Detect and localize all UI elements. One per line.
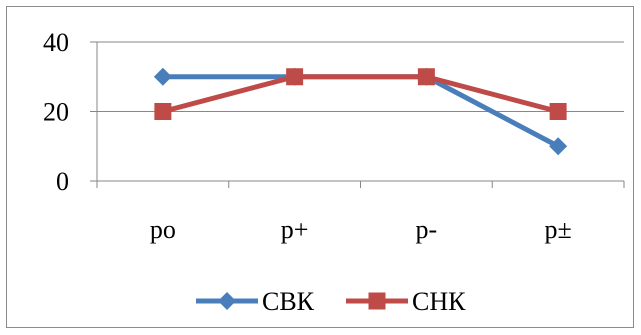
gridlines [97, 41, 624, 112]
x-tick-label: p+ [281, 215, 309, 244]
data-point [417, 68, 435, 86]
data-point [153, 67, 172, 86]
y-tick-label: 20 [43, 98, 69, 127]
series-line-2 [162, 74, 559, 114]
y-tick-label: 0 [56, 167, 69, 196]
axes [90, 41, 625, 188]
x-tick-label: p± [544, 215, 571, 244]
legend-label: СВК [262, 287, 315, 316]
data-point [549, 137, 568, 156]
legend-marker [368, 292, 386, 310]
data-point [286, 68, 304, 86]
x-tick-label: po [150, 215, 176, 244]
y-tick-label: 40 [43, 28, 69, 57]
data-point [549, 103, 567, 120]
series-lines [162, 74, 560, 149]
legend-marker [218, 292, 236, 310]
x-tick-label: p- [416, 215, 438, 244]
y-tick-labels: 0 20 40 [43, 28, 69, 196]
x-tick-labels: po p+ p-p± [150, 215, 572, 244]
legend-label: СНК [412, 287, 466, 316]
legend: СВК СНК [196, 287, 466, 316]
series-markers [153, 67, 568, 156]
chart-frame [6, 6, 634, 328]
data-point [154, 103, 172, 120]
